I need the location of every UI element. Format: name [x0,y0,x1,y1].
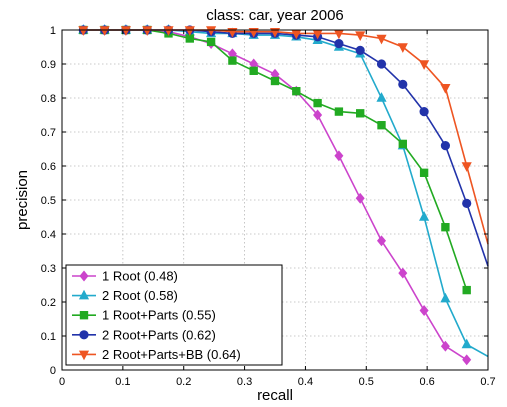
data-point [440,340,450,352]
data-point [376,235,387,247]
data-point [398,139,407,149]
legend-box [65,264,283,366]
x-tick-label: 0.7 [480,376,495,388]
data-point [356,109,365,118]
data-point [397,43,408,53]
data-point [419,107,429,117]
data-point [313,98,322,108]
data-point [419,168,429,177]
y-axis-label: precision [14,170,31,230]
legend: 1 Root (0.48) 2 Root (0.58) 1 Root+Parts (… [65,264,283,366]
data-point [355,31,366,42]
legend-swatch-marker [79,330,89,340]
y-tick-label: 0.6 [41,161,56,173]
data-point [334,107,344,116]
x-tick-label: 0.2 [176,376,191,388]
data-point [292,87,301,96]
legend-swatch-marker [79,270,89,282]
y-tick-label: 0.1 [41,331,56,343]
x-tick-label: 0.3 [237,376,252,388]
legend-item: 1 Root+Parts (0.55) [72,308,216,323]
data-point [228,56,237,65]
data-point [355,45,365,56]
legend-label: 1 Root (0.48) [102,269,178,284]
data-point [206,26,217,36]
y-tick-label: 0.2 [41,297,56,309]
data-point [419,211,430,221]
data-point [440,292,451,303]
data-point [440,84,451,94]
data-point [163,26,174,36]
data-point [270,76,280,86]
legend-label: 2 Root+Parts+BB (0.64) [102,347,241,362]
x-tick-label: 0.6 [419,376,434,388]
legend-item: 2 Root+Parts+BB (0.64) [72,347,241,362]
data-point [249,66,258,75]
data-point [398,79,408,90]
y-tick-label: 0.5 [41,195,56,207]
data-point [377,121,386,130]
data-point [334,38,344,49]
y-tick-label: 0.3 [41,263,56,275]
data-point [120,26,131,36]
legend-label: 2 Root+Parts (0.62) [102,327,216,342]
data-point [440,141,450,151]
data-point [376,34,387,45]
legend-item: 1 Root (0.48) [72,269,178,284]
data-point [419,305,429,316]
data-point [206,37,216,47]
data-point [376,92,387,102]
x-tick-label: 0.5 [359,376,374,388]
data-point [419,60,430,70]
data-point [376,59,387,69]
data-point [461,338,472,349]
series-5 [78,26,489,245]
data-point [462,354,472,366]
y-tick-label: 0.4 [41,229,56,241]
y-tick-label: 1 [50,25,56,37]
legend-swatch-marker [79,311,89,320]
data-point [184,26,195,36]
data-point [334,150,344,162]
legend-item: 2 Root (0.58) [72,288,178,303]
x-tick-label: 0.1 [115,376,130,388]
legend-swatch-marker [78,289,90,300]
legend-item: 2 Root+Parts (0.62) [72,327,216,342]
x-axis-label: recall [257,387,293,404]
data-point [461,162,472,172]
ticks: 0 0.1 0.2 0.3 0.4 0.5 0.6 0.7 0 0.1 0.2 0.3 0.4 0.5 0.… [41,25,496,388]
legend-label: 1 Root+Parts (0.55) [102,308,216,323]
data-point [142,26,153,36]
data-point [441,223,450,232]
data-point [99,26,110,36]
x-tick-label: 0 [59,376,65,388]
legend-label: 2 Root (0.58) [102,288,178,303]
data-point [462,198,472,208]
data-point [398,267,408,279]
x-tick-label: 0.4 [298,376,313,388]
y-tick-label: 0.7 [41,127,56,139]
chart-title: class: car, year 2006 [206,7,344,24]
data-point [462,285,471,295]
series-3 [79,25,471,295]
data-point [313,109,323,121]
y-tick-label: 0.9 [41,59,56,71]
legend-swatch-marker [78,350,90,361]
y-tick-label: 0 [50,365,56,377]
data-point [355,192,365,204]
data-point [78,26,89,36]
y-tick-label: 0.8 [41,93,56,105]
